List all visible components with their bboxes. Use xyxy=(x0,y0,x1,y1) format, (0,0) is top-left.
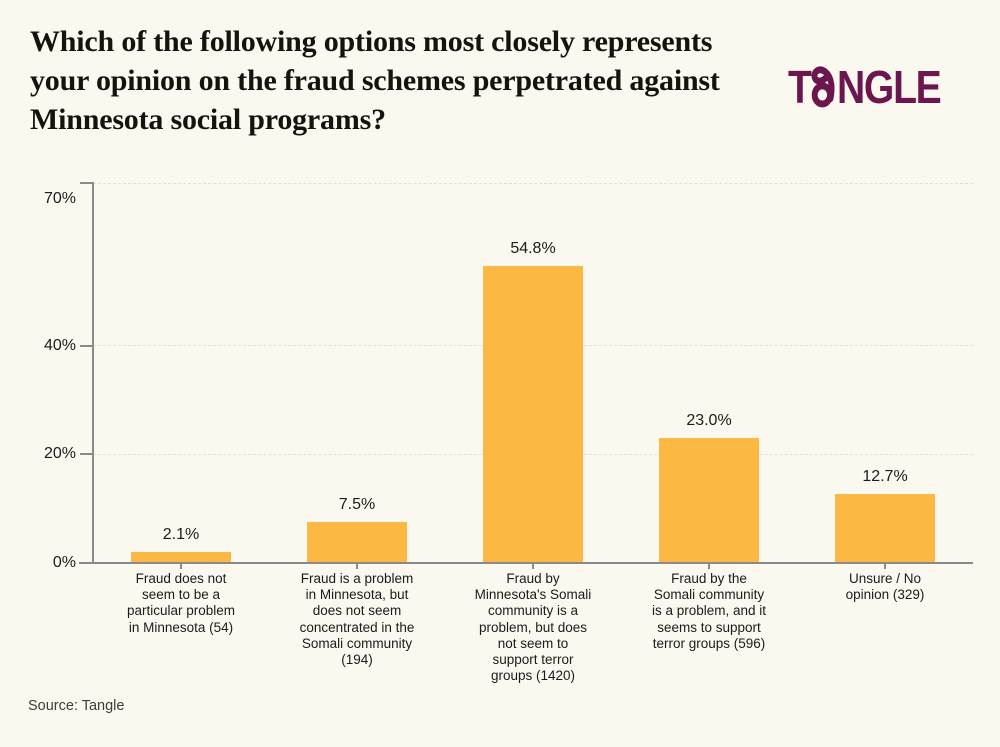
source-caption: Source: Tangle xyxy=(28,698,125,714)
category-label: Fraud is a problem in Minnesota, but doe… xyxy=(299,571,415,667)
x-axis-tick xyxy=(708,564,710,569)
bar-value-label: 2.1% xyxy=(162,525,200,543)
chart-question-title: Which of the following options most clos… xyxy=(30,25,720,136)
y-axis-tick-label: 20% xyxy=(43,445,76,463)
category-label: Fraud does not seem to be a particular p… xyxy=(126,571,236,635)
bar-value-label: 23.0% xyxy=(686,412,732,430)
bar-value-label: 7.5% xyxy=(338,496,376,514)
tangle-logo: T NGLE xyxy=(788,61,942,113)
bar-value-label: 12.7% xyxy=(862,468,908,486)
x-axis-tick xyxy=(884,564,886,569)
y-axis-tick-label: 70% xyxy=(43,190,76,207)
logo-curly-a-icon xyxy=(811,66,835,108)
bar xyxy=(131,551,231,563)
category-label: Fraud by the Somali community is a probl… xyxy=(651,571,767,651)
bar xyxy=(307,522,407,563)
x-axis-line xyxy=(79,562,973,564)
y-axis-tick-label: 0% xyxy=(52,554,76,571)
gridline xyxy=(93,182,973,184)
bar xyxy=(483,265,583,563)
logo-letter-t: T xyxy=(788,61,812,113)
y-axis-tick-label: 40% xyxy=(43,336,76,354)
y-axis-tick xyxy=(80,453,93,456)
y-axis-tick xyxy=(80,182,93,184)
logo-letters-ngle: NGLE xyxy=(836,61,942,113)
x-axis-tick xyxy=(356,564,358,569)
bar xyxy=(835,494,935,563)
bar-value-label: 54.8% xyxy=(510,239,556,257)
category-label: Unsure / No opinion (329) xyxy=(845,571,925,603)
category-label: Fraud by Minnesota's Somali community is… xyxy=(474,571,592,684)
y-axis-tick xyxy=(80,344,93,347)
bar xyxy=(659,438,759,563)
y-axis-line xyxy=(92,182,94,563)
x-axis-tick xyxy=(532,564,534,569)
x-axis-tick xyxy=(180,564,182,569)
